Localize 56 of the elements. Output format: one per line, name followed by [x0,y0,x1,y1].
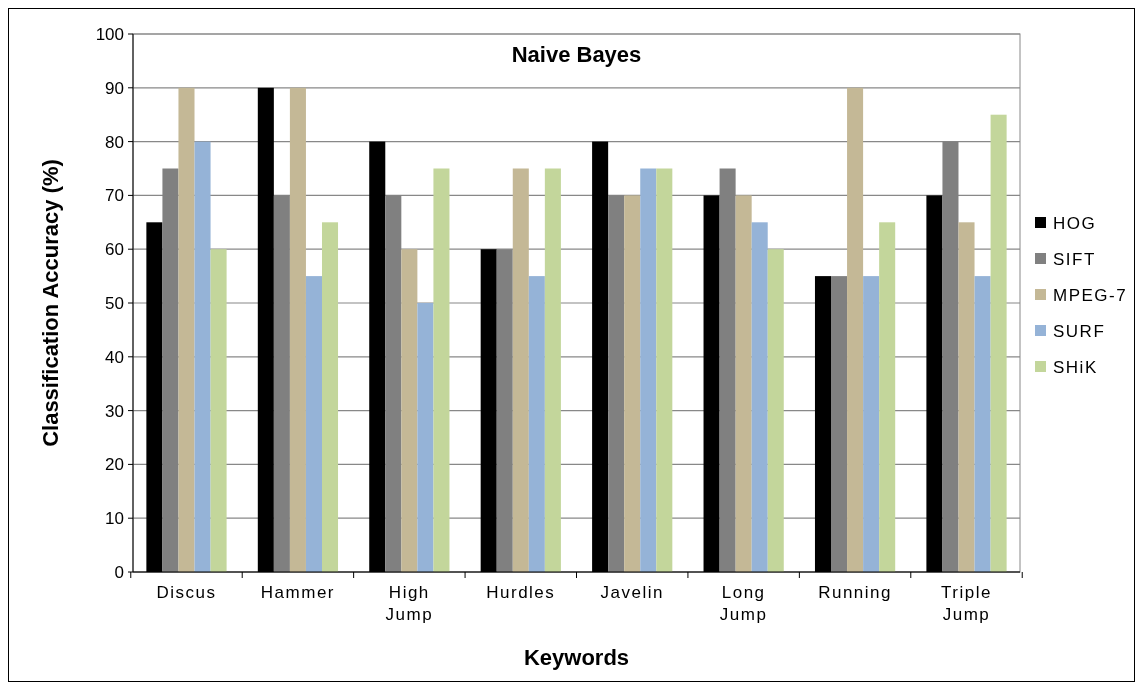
bar [879,222,896,572]
bar [735,195,752,572]
bar [624,195,641,572]
bar [528,276,545,572]
bar [608,195,625,572]
y-tick-label: 50 [105,293,124,313]
bar [751,222,768,572]
y-tick-label: 30 [105,401,124,421]
bar [401,249,418,572]
x-tick-label: Hurdles [486,583,556,602]
y-tick-label: 100 [95,24,124,44]
y-tick-label: 80 [105,132,124,152]
bar [289,87,306,572]
bar [273,195,290,572]
legend-label: SURF [1053,321,1106,341]
bar [863,276,880,572]
y-axis-title: Classification Accuracy (%) [38,159,63,447]
bar [847,87,864,572]
bar [640,168,657,572]
bar [496,249,513,572]
bar [974,276,991,572]
x-tick-label: Discus [156,583,217,602]
x-tick-label: Hammer [260,583,336,602]
x-tick-label: Running [818,583,892,602]
x-tick-label: Javelin [600,583,664,602]
bar [831,276,848,572]
x-axis-title: Keywords [523,645,630,670]
bar [719,168,736,572]
y-tick-label: 40 [105,347,124,367]
bar [990,114,1007,572]
y-tick-label: 10 [105,509,124,529]
x-tick-label: High Jump [385,583,434,624]
bar [417,303,434,572]
y-tick-label: 70 [105,186,124,206]
bar [512,168,529,572]
bar [321,222,339,572]
x-tick-label: Triple Jump [941,583,992,624]
bar [767,249,784,572]
bar [544,168,561,572]
bar [305,276,322,572]
x-tick-label: Long Jump [719,583,768,624]
bar [958,222,975,572]
bar [194,141,211,572]
bar [210,249,227,572]
y-tick-label: 20 [105,455,124,475]
bar [656,168,673,572]
legend-label: SIFT [1053,249,1096,269]
y-tick-label: 0 [114,562,124,582]
legend-label: HOG [1053,213,1097,233]
y-tick-label: 60 [105,240,124,260]
y-tick-label: 90 [105,78,124,98]
chart-title: Naive Bayes [511,42,642,67]
legend-label: MPEG-7 [1053,285,1128,305]
bar [178,87,195,572]
legend-label: SHiK [1053,357,1098,377]
bar [433,168,450,572]
